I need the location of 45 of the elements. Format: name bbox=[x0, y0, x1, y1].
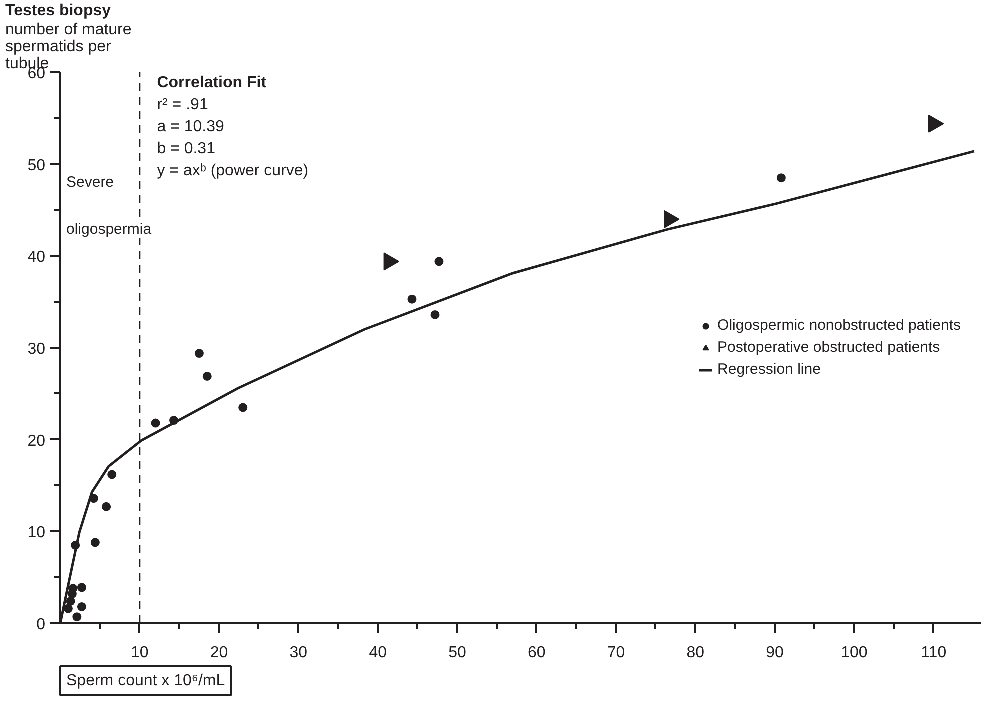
x-tick-label: 90 bbox=[766, 644, 784, 662]
x-axis-title: Sperm count x 10⁶/mL bbox=[66, 672, 226, 690]
x-tick-label: 10 bbox=[131, 644, 149, 662]
legend-label: Postoperative obstructed patients bbox=[718, 338, 940, 356]
point bbox=[66, 596, 76, 606]
point bbox=[90, 538, 100, 548]
x-tick-label: 110 bbox=[921, 644, 947, 662]
y-tick-label: 0 bbox=[36, 616, 46, 634]
x-tick-label: 60 bbox=[528, 644, 546, 662]
y-tick-label: 20 bbox=[28, 432, 46, 450]
text: Severe oligospermia bbox=[66, 174, 152, 238]
point bbox=[68, 590, 77, 599]
point bbox=[64, 604, 73, 614]
y-tick-label: 10 bbox=[28, 524, 46, 542]
chart-title: Testes biopsy bbox=[6, 2, 112, 20]
y-tick-label: 50 bbox=[28, 157, 46, 174]
legend-label: Regression line bbox=[718, 360, 821, 378]
point bbox=[408, 294, 417, 304]
point bbox=[434, 257, 444, 266]
x-tick-label: 50 bbox=[448, 644, 466, 662]
annotation: Correlation Fit bbox=[157, 74, 268, 92]
annotation: r² = .91 bbox=[157, 96, 208, 114]
point bbox=[108, 470, 117, 480]
point bbox=[77, 583, 86, 592]
point bbox=[102, 502, 112, 512]
point bbox=[72, 612, 82, 622]
point bbox=[151, 418, 160, 428]
annotation: y = axᵇ (power curve) bbox=[157, 162, 309, 180]
x-tick-label: 80 bbox=[686, 644, 705, 662]
point bbox=[238, 403, 248, 412]
annotation: b = 0.31 bbox=[157, 140, 216, 158]
legend-label: Oligospermic nonobstructed patients bbox=[718, 316, 961, 334]
point bbox=[430, 310, 440, 320]
x-tick-label: 40 bbox=[369, 644, 388, 662]
y-tick-label: 30 bbox=[28, 341, 46, 358]
point bbox=[776, 174, 786, 183]
x-tick-label: 100 bbox=[841, 644, 868, 662]
y-tick-label: 40 bbox=[28, 249, 46, 266]
x-tick-label: 70 bbox=[607, 644, 626, 662]
point bbox=[77, 602, 86, 612]
point bbox=[194, 349, 204, 358]
annotation: a = 10.39 bbox=[157, 118, 224, 136]
x-tick-label: 20 bbox=[210, 644, 228, 662]
x-tick-label: 30 bbox=[290, 644, 308, 662]
point bbox=[202, 372, 212, 381]
